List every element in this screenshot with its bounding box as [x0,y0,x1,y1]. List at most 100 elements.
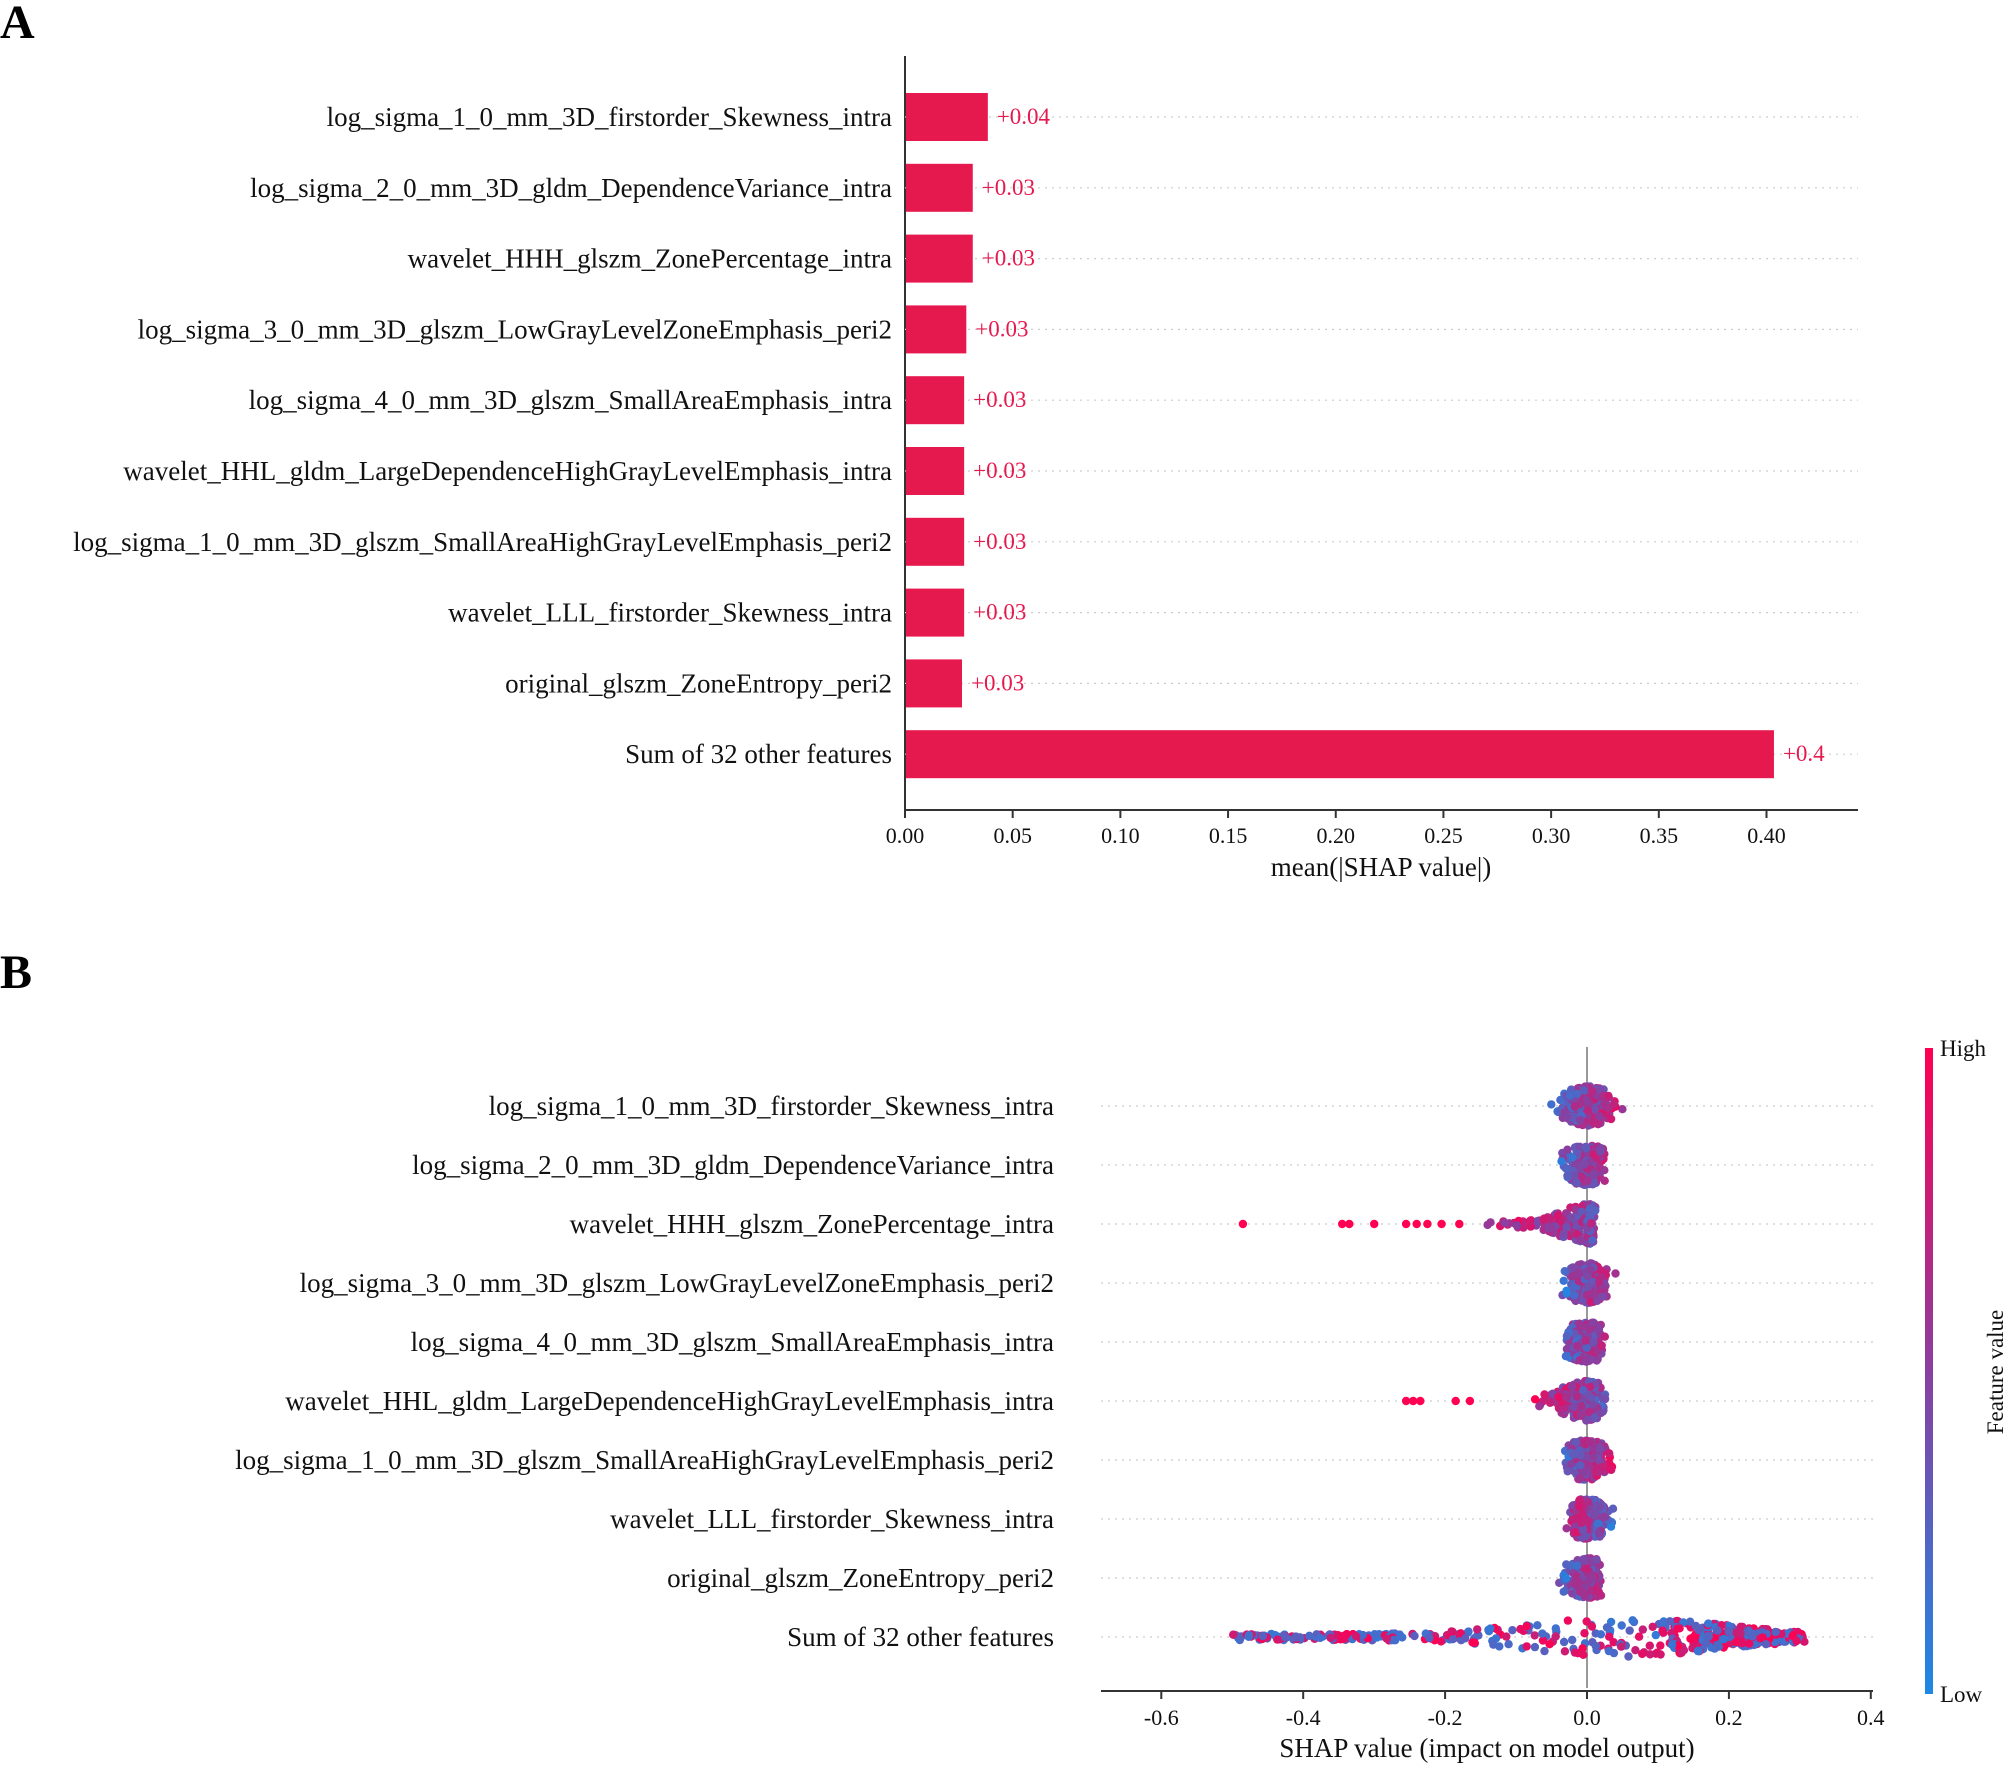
panel-a-x-tick-label: 0.00 [886,823,925,848]
panel-b-dot [1588,1573,1598,1582]
panel-b-feature-label: log_sigma_1_0_mm_3D_glszm_SmallAreaHighG… [235,1445,1054,1475]
panel-b-feature-label: wavelet_HHL_gldm_LargeDependenceHighGray… [285,1386,1054,1416]
panel-b-dot [1600,1394,1610,1404]
panel-b-dot [1606,1464,1615,1474]
panel-b-dot [1522,1642,1531,1651]
panel-b-dot [1589,1171,1598,1180]
panel-b-dot [1628,1616,1637,1625]
panel-b-dot [1576,1461,1585,1470]
panel-b-outlier-dot [1451,1396,1460,1406]
panel-b-dot [1588,1400,1598,1410]
panel-b-dot [1551,1624,1561,1633]
panel-b-dot [1563,1112,1572,1121]
panel-b-dot [1570,1282,1579,1291]
panel-b-dot [1575,1115,1585,1125]
panel-b-dot [1588,1318,1597,1327]
panel-a-bar [906,305,967,354]
colorbar-high-label: High [1940,1036,1987,1061]
panel-b-dot [1436,1637,1446,1646]
colorbar-low-label: Low [1940,1682,1983,1707]
panel-b-dot [1595,1112,1604,1121]
panel-b-dot [1744,1639,1754,1648]
panel-b-dot [1572,1178,1581,1187]
panel-b-outlier-dot [1238,1219,1248,1229]
panel-a-feature-label: wavelet_LLL_firstorder_Skewness_intra [448,598,892,628]
panel-b-dot [1584,1282,1593,1291]
panel-b-outlier-dot [1416,1396,1425,1406]
panel-b-dot [1563,1467,1572,1476]
panel-b-dot [1291,1632,1301,1641]
panel-b-outlier-dot [1345,1219,1354,1229]
panel-b-dot [1719,1634,1729,1644]
panel-a-x-tick-label: 0.15 [1209,823,1248,848]
panel-b-dot [1279,1631,1289,1640]
panel-b-dot [1579,1650,1588,1660]
panel-b-dot [1525,1216,1535,1226]
panel-a-bar [906,659,962,708]
panel-b-dot [1748,1631,1757,1641]
panel-b-dot [1581,1336,1591,1345]
panel-b-feature-label: wavelet_LLL_firstorder_Skewness_intra [610,1504,1054,1534]
panel-b-dot [1575,1473,1585,1482]
panel-b-dot [1591,1206,1600,1215]
panel-b-dot [1580,1592,1590,1601]
panel-b-dot [1530,1631,1539,1640]
panel-b-dot [1710,1633,1720,1642]
panel-b-dot [1593,1296,1602,1306]
panel-b-dot [1486,1218,1495,1227]
panel-b-dot [1587,1622,1597,1631]
panel-b-dot [1562,1524,1571,1533]
panel-b-dot [1551,1632,1560,1641]
panel-b-dot [1679,1646,1689,1655]
panel-b-dot [1667,1640,1677,1650]
panel-b-x-tick-label: -0.2 [1428,1705,1463,1730]
panel-b-dot [1574,1502,1584,1511]
panel-b-feature-label: log_sigma_2_0_mm_3D_gldm_DependenceVaria… [412,1150,1054,1180]
panel-b-dot [1563,1171,1572,1180]
panel-b-dot [1604,1091,1613,1101]
panel-b-dot [1382,1634,1392,1643]
panel-b-dot [1589,1444,1599,1454]
panel-b-dot [1258,1631,1268,1641]
panel-a-x-tick-label: 0.25 [1424,823,1463,848]
panel-b-dot [1589,1453,1598,1462]
panel-b-dot [1530,1395,1540,1404]
panel-b-dot [1570,1291,1579,1300]
panel-b-dot [1575,1142,1585,1152]
panel-b-dot [1562,1393,1571,1402]
panel-a-bar [906,234,973,283]
panel-a-x-tick-label: 0.35 [1640,823,1679,848]
panel-b-dot [1585,1438,1594,1447]
panel-b-dot [1585,1382,1595,1392]
panel-b-dot [1326,1633,1335,1643]
panel-b-dot [1592,1555,1601,1565]
panel-b-dot [1540,1214,1549,1223]
panel-b-dot [1559,1587,1568,1596]
panel-b-outlier-dot [1370,1219,1379,1229]
panel-b-dot [1512,1221,1522,1230]
panel-a-bar-chart: log_sigma_1_0_mm_3D_firstorder_Skewness_… [73,56,1858,882]
panel-b-dot [1594,1587,1604,1597]
panel-b-dot [1693,1646,1703,1656]
panel-a-feature-label: log_sigma_1_0_mm_3D_glszm_SmallAreaHighG… [73,527,892,557]
panel-b-dot [1587,1219,1596,1228]
panel-b-dot [1553,1211,1562,1220]
panel-b-dot [1567,1213,1576,1222]
panel-b-dot [1522,1622,1532,1631]
panel-b-dot [1533,1621,1542,1630]
panel-b-dot [1589,1510,1599,1520]
panel-b-dot [1618,1105,1627,1114]
panel-b-dot [1562,1344,1572,1354]
panel-b-dot [1634,1632,1644,1641]
panel-b-dot [1617,1642,1626,1651]
panel-b-dot [1508,1626,1517,1635]
panel-b-dot [1562,1560,1571,1569]
panel-a-bar [906,447,965,495]
panel-b-dot [1606,1522,1616,1531]
panel-b-dot [1595,1265,1604,1274]
panel-b-dot [1595,1085,1605,1094]
panel-b-x-tick-label: -0.6 [1144,1705,1179,1730]
panel-a-x-tick-label: 0.30 [1532,823,1571,848]
panel-b-dot [1594,1519,1603,1528]
panel-a-x-axis-title: mean(|SHAP value|) [1271,852,1492,882]
